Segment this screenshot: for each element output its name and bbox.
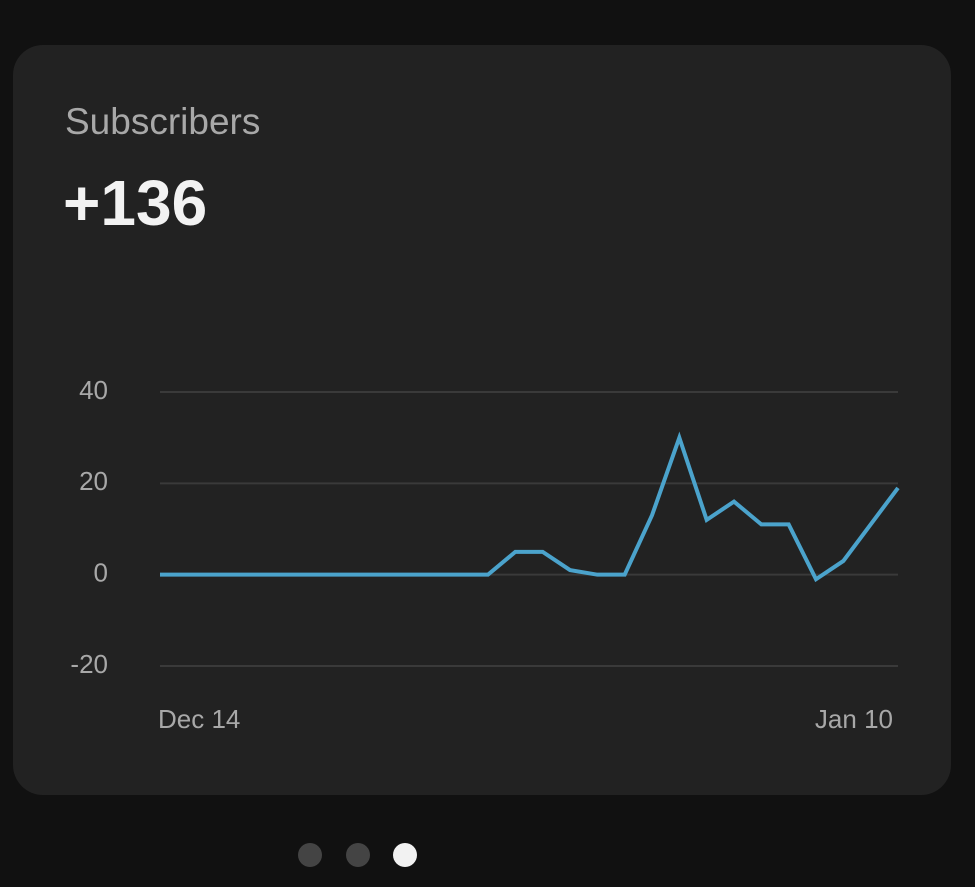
y-tick-label: -20 xyxy=(70,649,108,679)
page-dot[interactable] xyxy=(298,843,322,867)
plot: -20 0 20 40 Dec 14 Jan 10 xyxy=(70,375,900,734)
card xyxy=(13,45,951,795)
y-tick-label: 0 xyxy=(94,558,108,588)
data-line xyxy=(160,431,900,583)
x-tick-label: Dec 14 xyxy=(158,704,240,734)
page-dot-active[interactable] xyxy=(393,843,417,867)
y-tick-label: 40 xyxy=(79,375,108,405)
y-tick-label: 20 xyxy=(79,466,108,496)
card-total: +136 xyxy=(63,167,207,239)
x-tick-label: Jan 10 xyxy=(815,704,893,734)
page-dot[interactable] xyxy=(346,843,370,867)
card-title: Subscribers xyxy=(65,101,260,142)
